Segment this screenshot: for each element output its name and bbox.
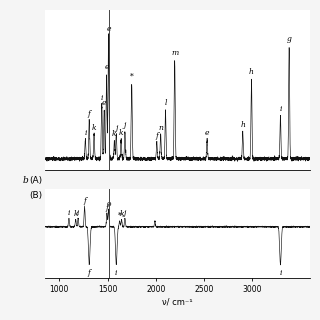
Text: j: j	[124, 209, 126, 217]
Text: k: k	[92, 124, 96, 132]
Text: o: o	[106, 200, 111, 208]
Text: h: h	[249, 68, 254, 76]
Text: i: i	[115, 269, 117, 277]
Text: i: i	[84, 129, 87, 137]
Text: f: f	[88, 110, 91, 118]
Text: f: f	[83, 197, 86, 205]
Text: e: e	[104, 63, 109, 71]
Text: i: i	[279, 269, 282, 277]
Text: n: n	[158, 124, 163, 132]
Text: f: f	[156, 132, 158, 140]
Text: *: *	[130, 72, 133, 80]
Text: i: i	[100, 94, 103, 102]
Text: b: b	[22, 176, 28, 185]
Text: *: *	[118, 212, 122, 220]
Text: l: l	[164, 99, 167, 107]
Text: k: k	[112, 131, 117, 139]
Text: h: h	[240, 121, 245, 129]
Text: (B): (B)	[29, 191, 42, 200]
Text: (A): (A)	[29, 176, 42, 185]
Text: k: k	[119, 211, 124, 219]
Text: k: k	[73, 211, 78, 219]
Text: f: f	[88, 269, 91, 277]
X-axis label: ν/ cm⁻¹: ν/ cm⁻¹	[162, 298, 193, 307]
Text: e: e	[106, 25, 111, 33]
Text: e: e	[102, 99, 107, 107]
Text: e: e	[205, 129, 209, 137]
Text: i: i	[68, 209, 70, 217]
Text: f: f	[106, 204, 108, 212]
Text: i: i	[279, 105, 282, 113]
Text: m: m	[171, 49, 178, 57]
Text: j: j	[115, 124, 117, 132]
Text: j: j	[124, 121, 126, 129]
Text: i: i	[77, 209, 79, 217]
Text: k: k	[119, 129, 124, 137]
Text: g: g	[287, 36, 292, 44]
